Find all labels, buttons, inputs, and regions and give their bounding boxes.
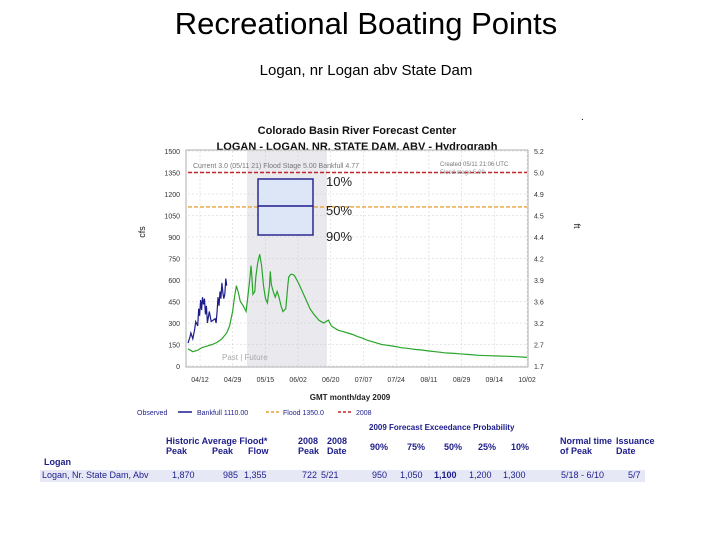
x-tick-label: 05/15 [257,377,275,384]
threshold-lines [188,171,527,208]
y-tick-label: 1500 [164,149,180,156]
y2-tick-label: 4.4 [534,235,544,242]
x-axis-label: GMT month/day 2009 [310,393,391,402]
y-tick-label: 300 [168,321,180,328]
row-name: Logan, Nr. State Dam, Abv [42,470,149,480]
y-tick-label: 1350 [164,171,180,178]
y2-tick-label: 3.9 [534,278,544,285]
label-90-percent: 90% [326,229,353,244]
hdr-avg-peak: Peak [212,446,234,456]
hdr-2008-a: 2008 [298,436,319,446]
chart-title: Colorado Basin River Forecast Center [258,125,457,137]
hdr-p10: 10% [511,442,530,452]
x-tick-label: 07/07 [355,377,373,384]
y2-tick-label: 4.2 [534,257,544,264]
hdr-p50: 50% [444,442,463,452]
row-avg-peak: 985 [223,470,239,480]
label-50-percent: 50% [326,203,353,218]
hdr-p75: 75% [407,442,426,452]
hdr-normal-peak: Normal time of Peak [560,436,613,456]
legend-forecast: 2009 Forecast Exceedance Probability [369,423,515,432]
row-flood-flow: 1,355 [244,470,267,480]
y-tick-label: 1050 [164,214,180,221]
hdr-2008-date: Date [327,446,347,456]
row-normal-peak: 5/18 - 6/10 [561,470,605,480]
series-lines [187,254,528,358]
x-tick-label: 09/14 [486,377,504,384]
y2-axis-label: ft [572,223,582,229]
x-tick-label: 04/29 [224,377,242,384]
row-issuance: 5/7 [628,470,641,480]
hdr-2008-b: 2008 [327,436,348,446]
stray-dot: . [581,112,584,123]
hdr-2008-peak: Peak [298,446,320,456]
slide-subtitle: Logan, nr Logan abv State Dam [259,62,473,79]
row-p90: 950 [372,470,388,480]
hdr-flow: Flow [248,446,269,456]
info-right: Created 05/11 21:06 UTC [440,162,509,168]
row-p25: 1,200 [469,470,492,480]
hdr-hist-peak: Peak [166,446,188,456]
info-right-2: Flood stage 5.00 [440,170,485,176]
row-hist-peak: 1,870 [172,470,195,480]
hdr-historic: Historic Average Flood* [166,436,268,446]
table-row-bg [40,470,645,482]
x-tick-label: 08/29 [453,377,471,384]
row-date-2008: 5/21 [321,470,339,480]
legend-2008: 2008 [356,410,372,417]
legend-flood: Flood 1350.0 [283,410,324,417]
row-p50: 1,100 [434,470,457,480]
y2-tick-label: 4.5 [534,214,544,221]
x-tick-label: 10/02 [518,377,536,384]
hdr-p90: 90% [370,442,389,452]
y-tick-label: 750 [168,257,180,264]
x-axis-ticks: 04/12 04/29 05/15 06/02 06/20 07/07 07/24 08/11… [191,377,536,384]
y2-tick-label: 4.9 [534,192,544,199]
x-tick-label: 07/24 [387,377,405,384]
x-tick-label: 06/02 [289,377,307,384]
exceedance-box [257,178,314,236]
hdr-p25: 25% [478,442,497,452]
y2-tick-label: 1.7 [534,364,544,371]
y2-tick-label: 3.2 [534,321,544,328]
x-tick-label: 06/20 [322,377,340,384]
y-tick-label: 1200 [164,192,180,199]
row-peak-2008: 722 [302,470,318,480]
y2-axis-ticks: 1.7 2.7 3.2 3.6 3.9 4.2 4.4 4.5 4.9 5.0 5.2 [534,149,544,371]
y-tick-label: 450 [168,300,180,307]
section-logan: Logan [44,457,71,467]
row-p10: 1,300 [503,470,526,480]
y2-tick-label: 2.7 [534,343,544,350]
y-tick-label: 150 [168,343,180,350]
slide-title: Recreational Boating Points [174,6,558,41]
legend-bankfull: Bankfull 1110.00 [197,410,248,417]
y-axis-label: cfs [137,226,147,238]
series-line [187,254,528,358]
series-line [187,278,228,344]
legend: Observed Bankfull 1110.00 Flood 1350.0 2… [137,410,515,432]
y2-tick-label: 5.2 [534,149,544,156]
watermark: Past | Future [222,353,268,362]
y2-tick-label: 3.6 [534,300,544,307]
legend-observed: Observed [137,410,167,417]
x-tick-label: 04/12 [191,377,209,384]
y-axis-ticks: 0 150 300 450 600 750 900 1050 1200 1350 1500 [164,149,180,371]
hdr-issuance: Issuance Date [616,436,655,456]
label-10-percent: 10% [326,174,353,189]
y2-tick-label: 5.0 [534,171,544,178]
y-tick-label: 0 [176,364,180,371]
info-left: Current 3.0 (05/11 21) Flood Stage 5.00 … [193,163,359,170]
y-tick-label: 900 [168,235,180,242]
row-p75: 1,050 [400,470,423,480]
y-tick-label: 600 [168,278,180,285]
x-tick-label: 08/11 [420,377,437,384]
